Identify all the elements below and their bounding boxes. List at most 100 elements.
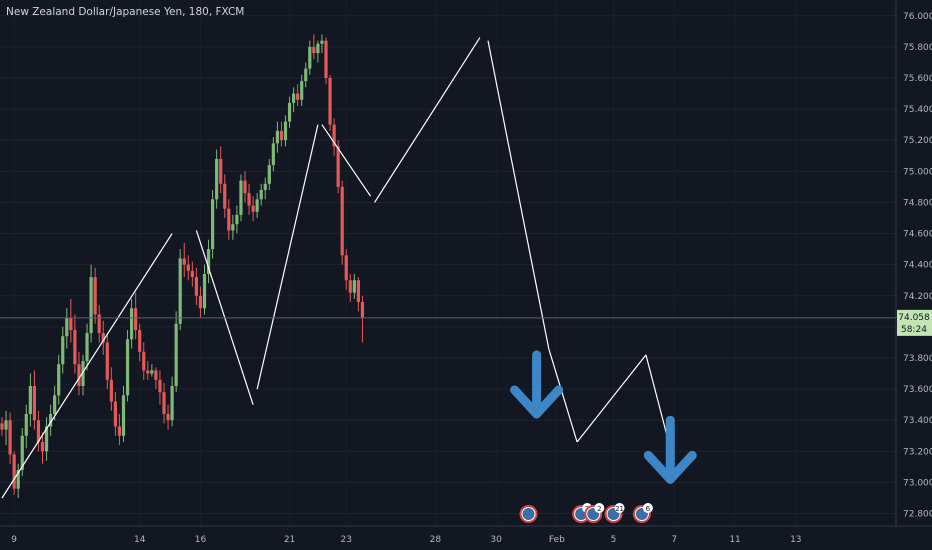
candle (255, 193, 259, 218)
candle (283, 115, 288, 147)
x-tick-label: 11 (729, 535, 740, 545)
candle-body (174, 323, 178, 386)
candle-body (113, 401, 117, 427)
x-tick-label: 30 (490, 535, 502, 545)
candle-body (223, 183, 227, 209)
candle-body (109, 379, 113, 402)
y-tick-label: 74.400 (903, 261, 932, 271)
event-markers[interactable]: 22216 (519, 503, 653, 523)
x-tick-label: Feb (549, 535, 565, 545)
candle (239, 174, 243, 222)
candle-body (247, 193, 251, 206)
candle (101, 320, 105, 355)
candle-body (0, 423, 4, 430)
candle (138, 323, 142, 362)
candle-body (279, 130, 284, 141)
candle-body (198, 295, 203, 309)
candle-body (69, 317, 73, 330)
event-marker-icon[interactable]: 6 (632, 503, 653, 523)
candle (57, 354, 61, 405)
candle-body (44, 426, 49, 452)
candle (85, 323, 89, 371)
candle (287, 96, 292, 128)
candle (202, 264, 207, 315)
y-tick-label: 76.000 (903, 12, 932, 22)
event-marker-badge (594, 503, 605, 513)
candle (158, 370, 162, 405)
candle-body (275, 130, 279, 144)
candle-body (300, 81, 304, 100)
candle-body (215, 158, 219, 200)
event-marker-icon[interactable]: 21 (604, 503, 625, 523)
candle-body (360, 302, 365, 318)
event-marker-icon[interactable] (519, 505, 538, 523)
candle (360, 295, 365, 343)
candle-body (178, 258, 182, 324)
candle-body (328, 78, 332, 125)
candle (77, 351, 81, 396)
candle (105, 333, 109, 390)
candle-body (61, 336, 65, 365)
trend-line (487, 40, 550, 349)
candle (344, 249, 348, 290)
candle (215, 149, 219, 209)
x-tick-label: 14 (134, 535, 146, 545)
candle-body (340, 186, 344, 256)
candle (308, 40, 312, 75)
last-price-tag: 74.058 58:24 (897, 309, 932, 336)
candle-body (166, 414, 170, 421)
down-arrow-icon (510, 350, 564, 419)
candle-body (162, 392, 166, 414)
arrow-head (510, 385, 564, 419)
candle (97, 305, 101, 343)
candle-body (316, 43, 320, 54)
candles (0, 34, 365, 498)
candle-body (255, 199, 259, 212)
candle-body (24, 414, 28, 436)
trend-line (548, 348, 578, 443)
chart-title: New Zealand Dollar/Japanese Yen, 180, FX… (6, 6, 245, 18)
candle (206, 239, 211, 284)
candle (271, 137, 275, 172)
candle (275, 121, 279, 153)
candle-body (251, 205, 255, 212)
candle (300, 74, 304, 106)
candle (316, 40, 320, 63)
trend-line (576, 354, 647, 443)
candle (40, 432, 45, 464)
candle-body (206, 249, 211, 274)
y-tick-label: 74.800 (903, 198, 932, 208)
candle (332, 118, 336, 156)
candle-body (292, 93, 296, 103)
candle-body (32, 386, 36, 421)
event-marker-icon[interactable]: 2 (584, 503, 605, 523)
candle (190, 261, 194, 287)
candle (324, 37, 328, 85)
candle (162, 382, 166, 424)
y-tick-label: 75.000 (903, 167, 932, 177)
y-tick-label: 73.000 (903, 478, 932, 488)
candle (16, 463, 20, 498)
candle (134, 292, 138, 340)
candle (251, 196, 255, 222)
candle (117, 414, 122, 446)
candle-body (332, 124, 336, 147)
x-tick-label: 23 (341, 535, 352, 545)
candle-body (219, 158, 223, 184)
candle-body (89, 277, 93, 334)
trend-line (374, 37, 481, 203)
candle (109, 367, 113, 411)
candle (44, 417, 49, 461)
candle (154, 367, 158, 390)
candle (178, 249, 182, 330)
candle (312, 34, 316, 60)
candle-body (130, 308, 134, 340)
candle (125, 330, 130, 402)
candle (182, 242, 186, 278)
candle-body (117, 426, 122, 436)
candle-body (324, 40, 328, 78)
candle (28, 373, 32, 427)
trend-line (256, 124, 319, 390)
